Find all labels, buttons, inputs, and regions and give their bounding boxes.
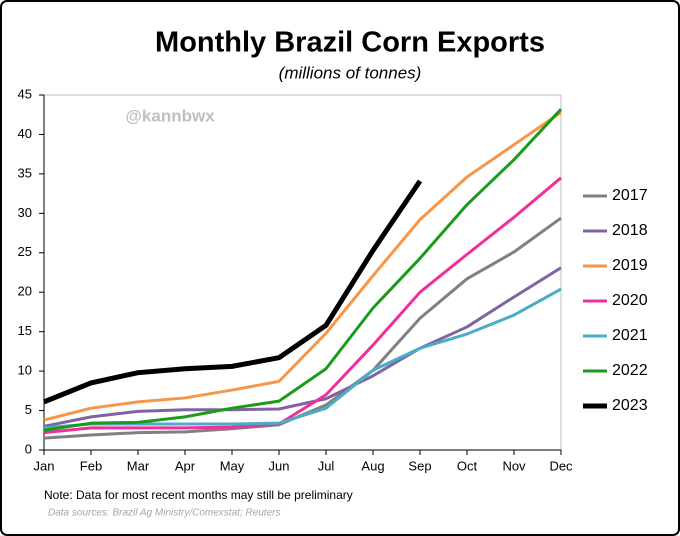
y-tick-label: 20 bbox=[18, 284, 32, 299]
y-tick-label: 45 bbox=[18, 86, 32, 101]
x-tick-label: Sep bbox=[408, 458, 431, 473]
y-tick-label: 30 bbox=[18, 205, 32, 220]
x-tick-label: Nov bbox=[502, 458, 526, 473]
source: Data sources: Brazil Ag Ministry/Comexst… bbox=[48, 508, 280, 519]
y-tick-label: 0 bbox=[25, 441, 32, 456]
y-tick-label: 35 bbox=[18, 165, 32, 180]
legend-label: 2021 bbox=[612, 327, 648, 344]
legend-label: 2018 bbox=[612, 222, 648, 239]
line-series bbox=[43, 111, 562, 422]
chart-subtitle: (millions of tonnes) bbox=[279, 63, 422, 82]
legend-label: 2023 bbox=[612, 397, 648, 414]
y-tick-label: 10 bbox=[18, 363, 32, 378]
x-tick-label: May bbox=[220, 458, 245, 473]
x-tick-label: Jun bbox=[269, 458, 290, 473]
line-series bbox=[43, 176, 562, 435]
x-tick-label: Apr bbox=[175, 458, 196, 473]
line-series bbox=[43, 266, 562, 428]
y-tick-label: 15 bbox=[18, 323, 32, 338]
watermark: @kannbwx bbox=[125, 106, 215, 125]
y-tick-label: 40 bbox=[18, 126, 32, 141]
line-series bbox=[43, 108, 563, 432]
note: Note: Data for most recent months may st… bbox=[44, 488, 353, 502]
legend-label: 2017 bbox=[612, 187, 648, 204]
x-tick-label: Jan bbox=[34, 458, 55, 473]
x-tick-label: Dec bbox=[549, 458, 573, 473]
x-tick-label: Feb bbox=[80, 458, 102, 473]
y-tick-label: 5 bbox=[25, 402, 32, 417]
x-tick-label: Mar bbox=[127, 458, 150, 473]
x-tick-label: Jul bbox=[318, 458, 335, 473]
x-tick-label: Aug bbox=[361, 458, 384, 473]
legend-label: 2020 bbox=[612, 292, 648, 309]
y-tick-label: 25 bbox=[18, 244, 32, 259]
legend-label: 2022 bbox=[612, 362, 648, 379]
legend-label: 2019 bbox=[612, 257, 648, 274]
line-series bbox=[43, 179, 423, 405]
chart-title: Monthly Brazil Corn Exports bbox=[155, 27, 545, 59]
x-tick-label: Oct bbox=[457, 458, 478, 473]
